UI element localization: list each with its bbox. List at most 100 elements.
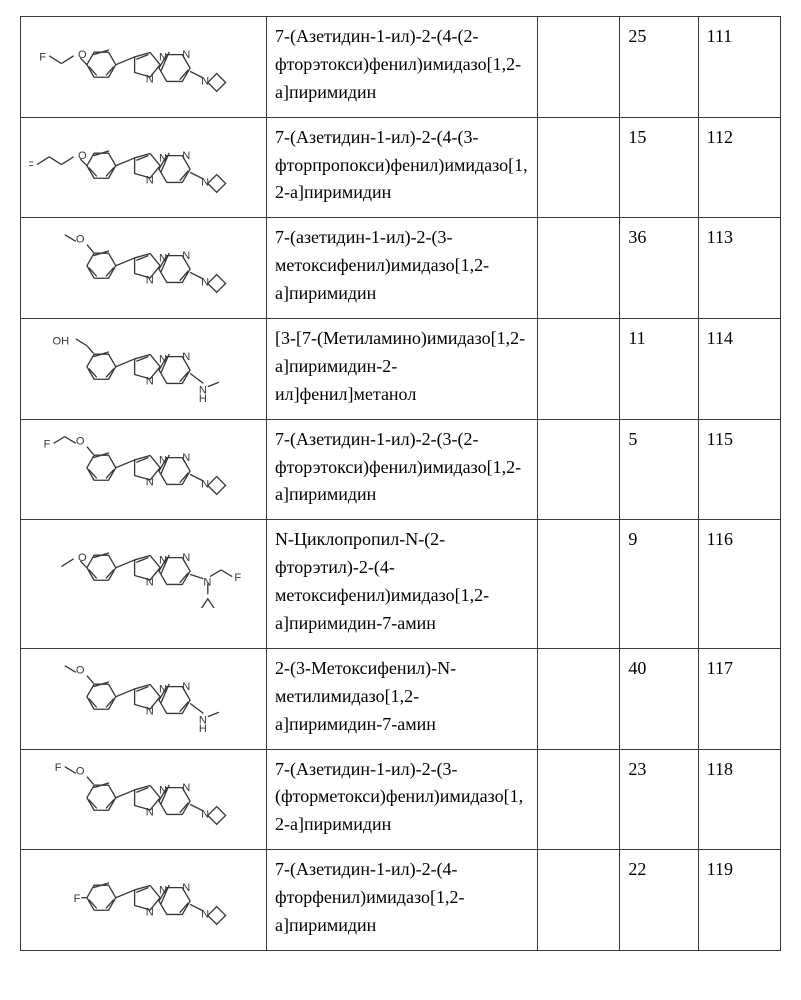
svg-text:N: N — [182, 250, 190, 262]
blank-cell — [538, 850, 620, 951]
id-cell: 118 — [698, 749, 780, 850]
svg-text:O: O — [76, 234, 85, 246]
structure-cell: NNNOFN — [21, 117, 267, 218]
svg-text:N: N — [159, 555, 167, 567]
id-cell: 116 — [698, 520, 780, 649]
id-cell: 117 — [698, 648, 780, 749]
structure-diagram: NNNON — [29, 224, 258, 306]
blank-cell — [538, 648, 620, 749]
value-cell: 9 — [620, 520, 698, 649]
svg-text:O: O — [76, 435, 85, 447]
structure-diagram: NNNOFN — [29, 23, 258, 105]
svg-text:N: N — [182, 452, 190, 464]
svg-text:N: N — [146, 174, 154, 186]
table-row: NNNON7-(азетидин-1-ил)-2-(3-метоксифенил… — [21, 218, 781, 319]
id-cell: 119 — [698, 850, 780, 951]
svg-text:O: O — [76, 765, 85, 777]
structure-cell: NNNFN — [21, 850, 267, 951]
svg-text:F: F — [234, 572, 241, 584]
table-body: NNNOFN7-(Азетидин-1-ил)-2-(4-(2-фторэток… — [21, 17, 781, 951]
svg-text:N: N — [159, 454, 167, 466]
id-cell: 115 — [698, 419, 780, 520]
svg-text:O: O — [76, 664, 85, 676]
value-cell: 36 — [620, 218, 698, 319]
svg-text:N: N — [159, 885, 167, 897]
svg-text:N: N — [182, 49, 190, 61]
svg-text:N: N — [182, 351, 190, 363]
svg-text:N: N — [146, 705, 154, 717]
structure-cell: NNNONH — [21, 648, 267, 749]
blank-cell — [538, 218, 620, 319]
svg-text:O: O — [78, 552, 87, 564]
value-cell: 15 — [620, 117, 698, 218]
svg-text:N: N — [146, 73, 154, 85]
structure-diagram: NNNONF — [29, 526, 258, 608]
structure-diagram: NNNONH — [29, 655, 258, 737]
blank-cell — [538, 17, 620, 118]
compound-name-cell: 7-(Азетидин-1-ил)-2-(3-(фторметокси)фени… — [266, 749, 537, 850]
compound-name-cell: N-Циклопропил-N-(2-фторэтил)-2-(4-метокс… — [266, 520, 537, 649]
svg-text:N: N — [182, 552, 190, 564]
svg-text:N: N — [146, 476, 154, 488]
svg-text:N: N — [159, 253, 167, 265]
structure-diagram: NNNOFN — [29, 426, 258, 508]
svg-text:F: F — [39, 51, 46, 63]
value-cell: 11 — [620, 319, 698, 420]
svg-text:N: N — [146, 577, 154, 589]
svg-text:F: F — [29, 160, 34, 172]
svg-text:N: N — [182, 150, 190, 162]
value-cell: 23 — [620, 749, 698, 850]
table-row: NNNFN7-(Азетидин-1-ил)-2-(4-фторфенил)им… — [21, 850, 781, 951]
structure-diagram: NNNOFN — [29, 124, 258, 206]
table-row: NNNOFN7-(Азетидин-1-ил)-2-(3-(фторметокс… — [21, 749, 781, 850]
blank-cell — [538, 520, 620, 649]
table-row: NNNOHNH[3-[7-(Метиламино)имидазо[1,2-а]п… — [21, 319, 781, 420]
svg-text:N: N — [182, 681, 190, 693]
svg-text:N: N — [146, 907, 154, 919]
svg-text:F: F — [55, 762, 62, 774]
compound-name-cell: 7-(азетидин-1-ил)-2-(3-метоксифенил)имид… — [266, 218, 537, 319]
svg-text:N: N — [182, 782, 190, 794]
svg-text:N: N — [182, 882, 190, 894]
svg-text:N: N — [159, 51, 167, 63]
svg-text:N: N — [159, 683, 167, 695]
structure-diagram: NNNOFN — [29, 756, 258, 838]
table-row: NNNONH2-(3-Метоксифенил)-N-метилимидазо[… — [21, 648, 781, 749]
compound-name-cell: [3-[7-(Метиламино)имидазо[1,2-а]пиримиди… — [266, 319, 537, 420]
value-cell: 5 — [620, 419, 698, 520]
structure-diagram: NNNOHNH — [29, 325, 258, 407]
id-cell: 114 — [698, 319, 780, 420]
structure-diagram: NNNFN — [29, 856, 258, 938]
blank-cell — [538, 749, 620, 850]
compound-name-cell: 2-(3-Метоксифенил)-N-метилимидазо[1,2-а]… — [266, 648, 537, 749]
compound-name-cell: 7-(Азетидин-1-ил)-2-(4-(3-фторпропокси)ф… — [266, 117, 537, 218]
svg-text:N: N — [159, 784, 167, 796]
compound-name-cell: 7-(Азетидин-1-ил)-2-(4-(2-фторэтокси)фен… — [266, 17, 537, 118]
structure-cell: NNNOFN — [21, 419, 267, 520]
blank-cell — [538, 117, 620, 218]
svg-text:N: N — [146, 275, 154, 287]
svg-text:F: F — [74, 893, 81, 905]
svg-text:H: H — [199, 393, 207, 405]
id-cell: 112 — [698, 117, 780, 218]
structure-cell: NNNOFN — [21, 749, 267, 850]
id-cell: 111 — [698, 17, 780, 118]
structure-cell: NNNONF — [21, 520, 267, 649]
svg-text:H: H — [199, 723, 207, 735]
id-cell: 113 — [698, 218, 780, 319]
svg-text:N: N — [159, 152, 167, 164]
compound-table: NNNOFN7-(Азетидин-1-ил)-2-(4-(2-фторэток… — [20, 16, 781, 951]
value-cell: 22 — [620, 850, 698, 951]
blank-cell — [538, 319, 620, 420]
blank-cell — [538, 419, 620, 520]
svg-text:N: N — [146, 806, 154, 818]
svg-text:N: N — [146, 375, 154, 387]
compound-name-cell: 7-(Азетидин-1-ил)-2-(4-фторфенил)имидазо… — [266, 850, 537, 951]
svg-text:OH: OH — [53, 336, 70, 348]
table-row: NNNOFN7-(Азетидин-1-ил)-2-(3-(2-фторэток… — [21, 419, 781, 520]
svg-text:O: O — [78, 150, 87, 162]
page: NNNOFN7-(Азетидин-1-ил)-2-(4-(2-фторэток… — [0, 0, 801, 971]
svg-text:O: O — [78, 49, 87, 61]
compound-name-cell: 7-(Азетидин-1-ил)-2-(3-(2-фторэтокси)фен… — [266, 419, 537, 520]
table-row: NNNONFN-Циклопропил-N-(2-фторэтил)-2-(4-… — [21, 520, 781, 649]
